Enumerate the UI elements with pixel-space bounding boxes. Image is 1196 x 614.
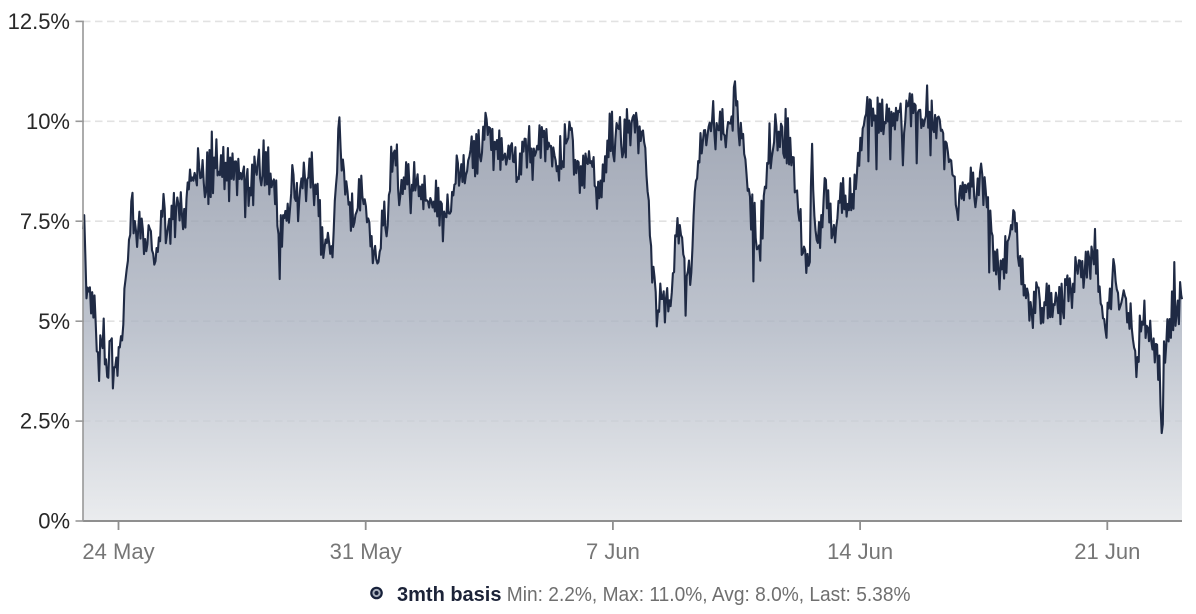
svg-text:2.5%: 2.5% bbox=[20, 409, 70, 434]
svg-text:3mth basis Min: 2.2%, Max: 11.: 3mth basis Min: 2.2%, Max: 11.0%, Avg: 8… bbox=[397, 584, 911, 606]
svg-text:10%: 10% bbox=[26, 109, 70, 134]
svg-text:31 May: 31 May bbox=[330, 539, 402, 564]
svg-text:0%: 0% bbox=[38, 509, 70, 534]
svg-text:21 Jun: 21 Jun bbox=[1074, 539, 1140, 564]
svg-text:14 Jun: 14 Jun bbox=[827, 539, 893, 564]
svg-text:24 May: 24 May bbox=[82, 539, 154, 564]
svg-text:12.5%: 12.5% bbox=[8, 9, 70, 34]
svg-text:5%: 5% bbox=[38, 309, 70, 334]
svg-text:7.5%: 7.5% bbox=[20, 209, 70, 234]
svg-text:7 Jun: 7 Jun bbox=[586, 539, 640, 564]
